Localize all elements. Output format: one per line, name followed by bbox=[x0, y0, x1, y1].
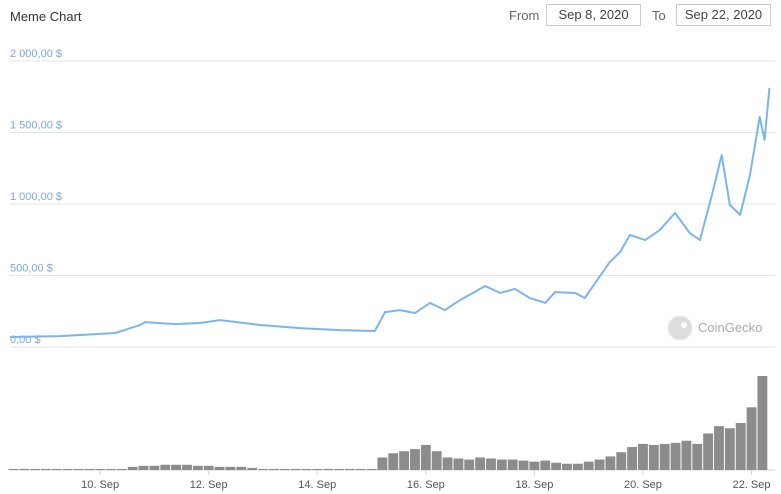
volume-bar bbox=[703, 433, 714, 470]
volume-bar bbox=[724, 428, 735, 470]
volume-bar bbox=[19, 468, 30, 470]
volume-bar bbox=[583, 461, 594, 470]
watermark-logo-eye bbox=[681, 322, 687, 328]
volume-bar bbox=[366, 468, 377, 470]
volume-bar bbox=[475, 457, 486, 470]
volume-bar bbox=[62, 468, 73, 470]
volume-bar bbox=[420, 444, 431, 470]
volume-bar bbox=[377, 457, 388, 470]
volume-bar bbox=[30, 468, 40, 470]
from-input[interactable]: Sep 8, 2020 bbox=[546, 4, 641, 26]
volume-bar bbox=[290, 468, 301, 470]
volume-bar bbox=[648, 444, 659, 470]
volume-bar bbox=[551, 462, 562, 470]
volume-bar bbox=[95, 468, 106, 470]
volume-bar bbox=[453, 458, 464, 470]
volume-bar bbox=[572, 463, 583, 470]
to-label: To bbox=[652, 8, 666, 23]
volume-bar bbox=[627, 447, 638, 470]
volume-bar bbox=[507, 459, 518, 470]
volume-bar bbox=[670, 442, 681, 470]
volume-bar bbox=[638, 443, 648, 470]
volume-bar bbox=[410, 449, 420, 470]
volume-bar bbox=[171, 464, 182, 470]
volume-bar bbox=[388, 453, 399, 470]
volume-bar bbox=[225, 466, 236, 470]
y-tick-label: 500,00 $ bbox=[10, 263, 53, 275]
volume-bar bbox=[605, 456, 616, 470]
from-label: From bbox=[509, 8, 540, 23]
volume-bar bbox=[681, 440, 692, 470]
volume-bar bbox=[301, 468, 312, 470]
volume-bar bbox=[746, 407, 757, 470]
x-tick-label: 14. Sep bbox=[298, 479, 336, 491]
watermark: CoinGecko bbox=[668, 316, 762, 340]
y-tick-label: 2 000,00 $ bbox=[10, 48, 62, 60]
volume-bar bbox=[236, 466, 247, 470]
x-tick-label: 10. Sep bbox=[81, 479, 119, 491]
volume-bar bbox=[431, 451, 442, 470]
volume-bar bbox=[659, 443, 670, 470]
chart-title: Meme Chart bbox=[10, 9, 82, 24]
volume-bar bbox=[127, 466, 138, 470]
volume-bar bbox=[73, 468, 84, 470]
volume-bar bbox=[529, 461, 540, 470]
volume-bar bbox=[594, 459, 605, 470]
to-input[interactable]: Sep 22, 2020 bbox=[676, 4, 771, 26]
volume-bar bbox=[692, 443, 703, 470]
volume-bar bbox=[714, 426, 724, 470]
volume-bar bbox=[312, 468, 323, 470]
volume-bar bbox=[735, 423, 746, 470]
volume-bar bbox=[149, 465, 160, 470]
volume-bar bbox=[268, 468, 279, 470]
watermark-logo bbox=[668, 316, 692, 340]
y-tick-label: 1 500,00 $ bbox=[10, 120, 62, 132]
volume-bar bbox=[116, 468, 127, 470]
watermark-text: CoinGecko bbox=[698, 320, 762, 335]
volume-bar bbox=[399, 451, 410, 470]
volume-bar bbox=[518, 460, 529, 470]
volume-bar bbox=[84, 468, 95, 470]
x-tick-label: 12. Sep bbox=[190, 479, 228, 491]
volume-bar bbox=[323, 468, 334, 470]
volume-bar bbox=[182, 464, 192, 470]
x-tick-label: 18. Sep bbox=[515, 479, 553, 491]
volume-bar bbox=[496, 459, 507, 470]
volume-bar bbox=[247, 467, 258, 470]
volume-bar bbox=[334, 468, 344, 470]
volume-bar bbox=[192, 465, 203, 470]
volume-bar bbox=[40, 468, 51, 470]
volume-bar bbox=[258, 468, 268, 470]
volume-bar bbox=[464, 459, 475, 470]
plot: 0,00 $500,00 $1 000,00 $1 500,00 $2 000,… bbox=[8, 48, 775, 491]
volume-bar bbox=[486, 458, 496, 470]
x-tick-label: 20. Sep bbox=[624, 479, 662, 491]
volume-bar bbox=[160, 464, 171, 470]
volume-bar bbox=[8, 468, 19, 470]
volume-bar bbox=[344, 468, 355, 470]
volume-bar bbox=[562, 463, 572, 470]
volume-bar bbox=[106, 468, 116, 470]
volume-bar bbox=[616, 452, 627, 470]
volume-bar bbox=[51, 468, 62, 470]
volume-bar bbox=[355, 468, 366, 470]
volume-bar bbox=[138, 465, 149, 470]
x-tick-label: 22. Sep bbox=[733, 479, 771, 491]
volume-bar bbox=[214, 466, 225, 470]
volume-bar bbox=[540, 460, 551, 470]
volume-bar bbox=[757, 376, 768, 470]
volume-bar bbox=[442, 457, 453, 470]
price-line bbox=[9, 87, 771, 338]
y-tick-label: 1 000,00 $ bbox=[10, 191, 62, 203]
x-tick-label: 16. Sep bbox=[407, 479, 445, 491]
volume-bar bbox=[203, 465, 214, 470]
volume-bar bbox=[279, 468, 290, 470]
